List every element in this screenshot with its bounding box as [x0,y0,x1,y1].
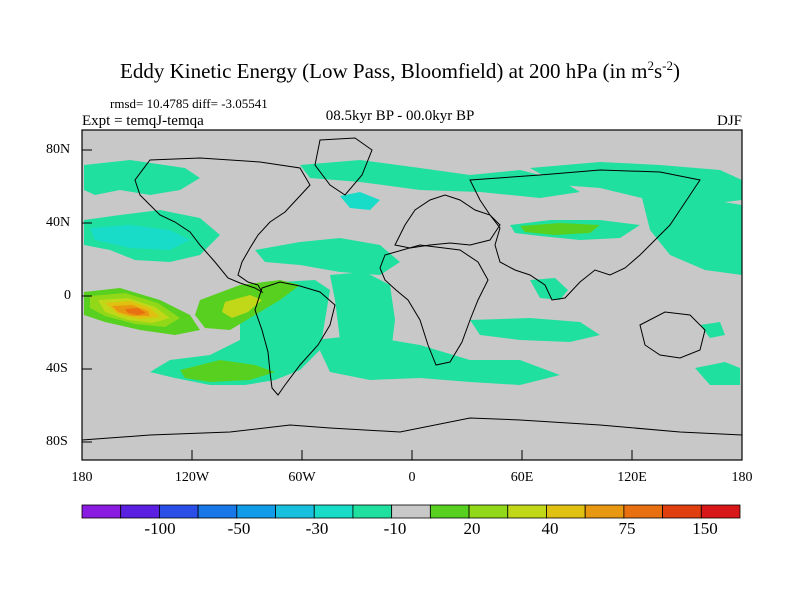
colorbar-label: 150 [692,519,718,538]
colorbar-box [275,504,315,519]
antarctica-coast [81,417,743,441]
colorbar-box [352,504,393,519]
africa-coast [379,244,489,366]
colorbar-box [313,504,354,519]
north-america-coast [134,157,311,294]
colorbar-label: 75 [618,519,636,538]
south-america-coast [254,281,336,396]
south-pacific-east [695,362,740,385]
colorbar-box [507,504,547,519]
plot-title: Eddy Kinetic Energy (Low Pass, Bloomfiel… [120,58,680,83]
colorbar-box [120,504,160,519]
axis-ticks [81,149,743,460]
rmsd-diff-stats: rmsd= 10.4785 diff= -3.05541 [110,96,268,111]
colorbar-box [468,504,509,519]
arctic-pacific-band [84,160,200,195]
colorbar-label: -50 [227,519,251,538]
colorbar-box [159,504,199,519]
south-atlantic-band [315,335,560,385]
season-label: DJF [716,113,742,129]
colorbar-box [197,504,238,519]
colorbar-box [584,504,625,519]
asia-jet-core [520,223,600,235]
period-label: 08.5kyr BP - 00.0kyr BP [325,108,475,124]
x-label-180e: 180 [731,470,753,485]
colorbar-label: 40 [541,519,559,538]
colorbar-box [546,504,586,519]
siberia-band [530,162,742,205]
map-panel [81,129,743,461]
coastlines [81,137,743,441]
colorbar-box [81,504,122,519]
north-pacific-east [640,190,742,275]
southern-ocean-green [180,360,275,382]
india-patch [530,278,568,300]
greenland-coast [314,137,373,196]
x-label-120w: 120W [174,470,210,485]
australia-patch [700,322,725,338]
tropical-pacific-core [125,308,146,315]
colorbar-label: 20 [463,519,481,538]
colorbar-label: -30 [305,519,329,538]
peru-yellow [222,295,262,318]
colorbar-box [236,504,276,519]
colorbar [81,504,741,519]
north-atlantic-band [255,238,400,275]
x-label-60w: 60W [288,470,316,485]
colorbar-label: -100 [144,519,176,538]
y-label-40s: 40S [46,361,68,376]
y-label-40n: 40N [46,215,71,230]
arctic-atlantic-band [300,160,580,198]
colorbar-box [662,504,702,519]
colorbar-box [623,504,663,519]
x-label-180w: 180 [71,470,93,485]
x-label-120e: 120E [617,470,647,485]
north-pacific-band-inner [90,225,190,250]
colorbar-box [700,504,741,519]
australia-coast [639,311,706,359]
colorbar-box [429,504,470,519]
contour-fills [84,160,742,385]
colorbar-label: -10 [383,519,407,538]
experiment-label: Expt = temqJ-temqa [82,113,204,129]
y-label-80s: 80S [46,434,68,449]
y-label-0: 0 [64,288,71,303]
indian-ocean-band [470,318,600,342]
south-america-band [150,280,330,385]
x-label-0: 0 [408,470,416,485]
x-label-60e: 60E [510,470,534,485]
y-label-80n: 80N [46,142,71,157]
colorbar-box [391,504,431,519]
asia-coast [469,169,701,301]
arctic-atlantic-patch [340,192,380,210]
